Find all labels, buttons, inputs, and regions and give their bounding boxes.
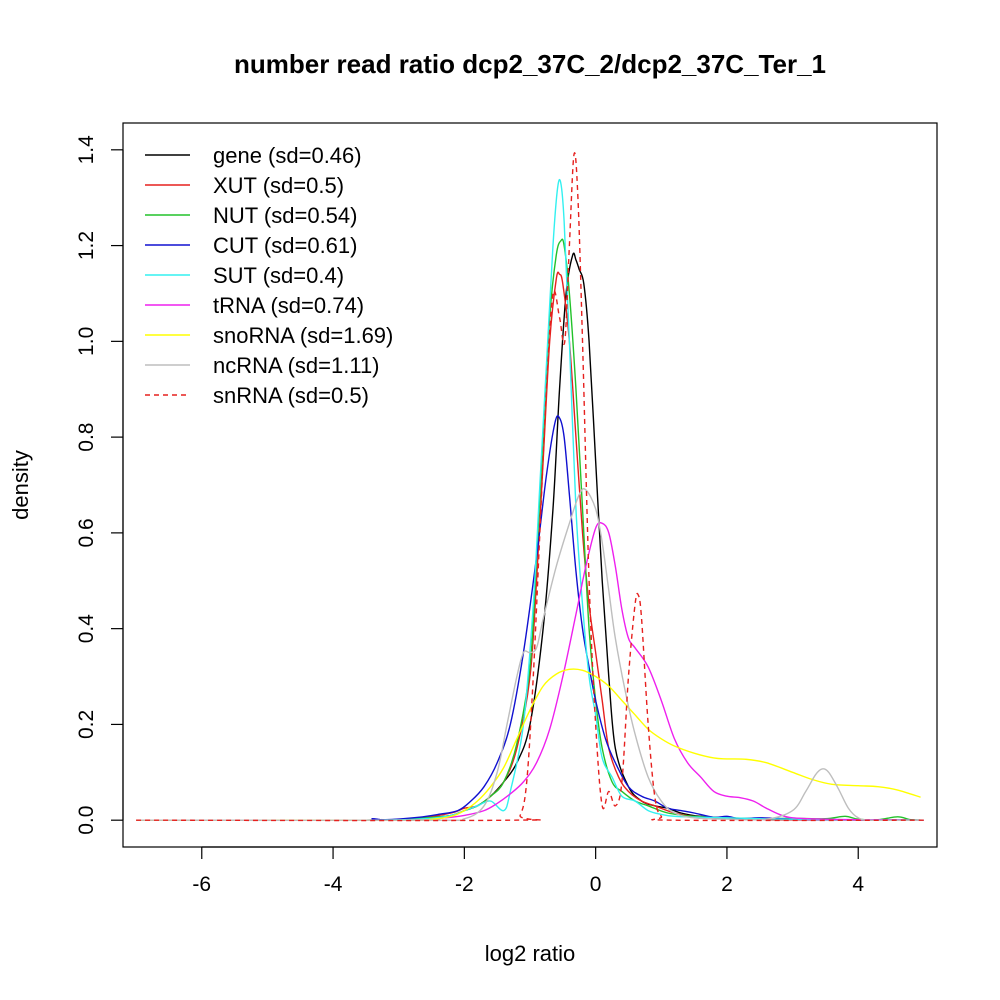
x-tick-label: 2 [721, 873, 733, 896]
x-tick-label: -6 [192, 873, 211, 896]
series-line-5 [136, 521, 924, 822]
legend-label-8: snRNA (sd=0.5) [213, 383, 369, 408]
x-axis: -6 -4 -2 0 2 4 [192, 846, 864, 896]
chart-title: number read ratio dcp2_37C_2/dcp2_37C_Te… [234, 49, 826, 79]
y-tick-label: 0.4 [75, 614, 98, 644]
y-tick-label: 0.8 [75, 423, 98, 452]
y-axis-label: density [8, 450, 33, 520]
series-layer [136, 152, 924, 822]
y-tick-label: 1.0 [75, 327, 98, 356]
legend-label-7: ncRNA (sd=1.11) [213, 353, 380, 378]
legend-label-6: snoRNA (sd=1.69) [213, 323, 393, 348]
x-tick-label: 4 [852, 873, 864, 896]
legend-label-2: NUT (sd=0.54) [213, 203, 357, 228]
series-line-3 [136, 415, 924, 821]
y-tick-label: 0.2 [75, 710, 98, 739]
y-axis: 0.0 0.2 0.4 0.6 0.8 1.0 1.2 1.4 [75, 135, 124, 835]
y-tick-label: 0.0 [75, 806, 98, 835]
legend-label-1: XUT (sd=0.5) [213, 173, 344, 198]
legend-label-0: gene (sd=0.46) [213, 143, 362, 168]
series-line-4 [136, 178, 924, 821]
legend-label-4: SUT (sd=0.4) [213, 263, 344, 288]
y-tick-label: 1.4 [75, 135, 98, 165]
x-tick-label: -4 [324, 873, 343, 896]
x-tick-label: -2 [455, 873, 474, 896]
series-line-7 [136, 488, 924, 822]
legend: gene (sd=0.46) XUT (sd=0.5) NUT (sd=0.54) C… [145, 143, 393, 408]
y-tick-label: 0.6 [75, 518, 98, 547]
legend-label-3: CUT (sd=0.61) [213, 233, 357, 258]
series-line-6 [136, 668, 921, 821]
x-axis-label: log2 ratio [485, 941, 576, 966]
x-tick-label: 0 [590, 873, 602, 896]
legend-label-5: tRNA (sd=0.74) [213, 293, 364, 318]
y-tick-label: 1.2 [75, 231, 98, 260]
